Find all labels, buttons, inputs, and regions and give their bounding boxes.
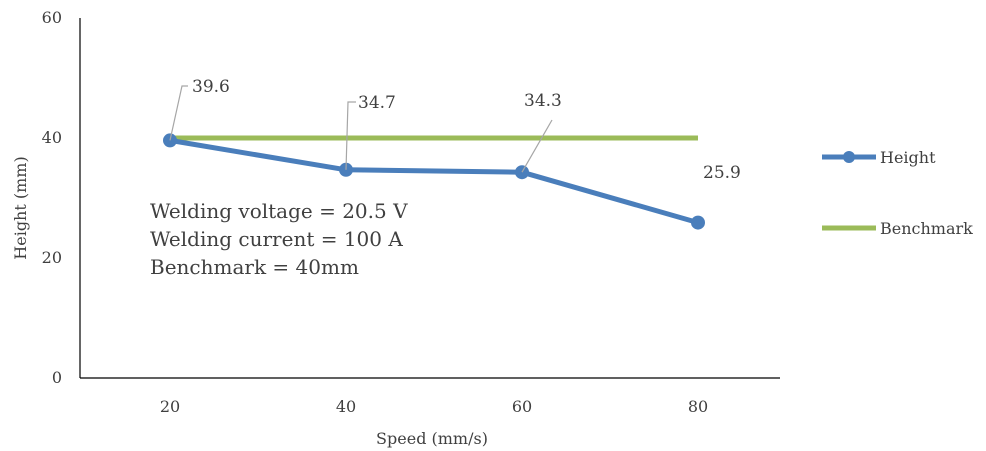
data-label-leader — [169, 85, 188, 141]
y-tick-label: 40 — [42, 128, 62, 147]
legend-label-benchmark: Benchmark — [880, 219, 973, 238]
x-tick-label: 40 — [336, 397, 356, 416]
legend-marker-height — [843, 151, 855, 163]
data-label-leader — [521, 119, 553, 173]
annotation-box: Welding voltage = 20.5 V Welding current… — [150, 199, 408, 279]
y-tick-label: 0 — [52, 368, 62, 387]
annotation-benchmark: Benchmark = 40mm — [150, 255, 359, 279]
data-label: 25.9 — [703, 163, 741, 183]
data-label: 34.7 — [358, 93, 396, 113]
y-axis-title: Height (mm) — [11, 156, 30, 259]
data-label: 34.3 — [524, 91, 562, 111]
x-tick-label: 60 — [512, 397, 532, 416]
data-label-leader — [345, 101, 356, 170]
series-line-height — [169, 137, 699, 226]
x-axis-title: Speed (mm/s) — [376, 429, 488, 448]
x-tick-labels: 20 40 60 80 — [160, 397, 708, 416]
annotation-voltage: Welding voltage = 20.5 V — [150, 199, 408, 223]
legend-label-height: Height — [880, 148, 936, 167]
y-tick-label: 20 — [42, 248, 62, 267]
data-labels: 39.6 34.7 34.3 25.9 — [169, 77, 741, 183]
y-tick-labels: 0 20 40 60 — [42, 8, 62, 387]
legend-item-height: Height — [822, 148, 936, 167]
series-lines — [169, 135, 699, 226]
legend-item-benchmark: Benchmark — [822, 219, 973, 238]
x-tick-label: 80 — [688, 397, 708, 416]
point-height — [691, 215, 705, 230]
y-tick-label: 60 — [42, 8, 62, 27]
axes — [79, 18, 780, 379]
x-tick-label: 20 — [160, 397, 180, 416]
data-label: 39.6 — [192, 77, 230, 97]
legend: Height Benchmark — [822, 148, 973, 238]
annotation-current: Welding current = 100 A — [150, 227, 403, 251]
